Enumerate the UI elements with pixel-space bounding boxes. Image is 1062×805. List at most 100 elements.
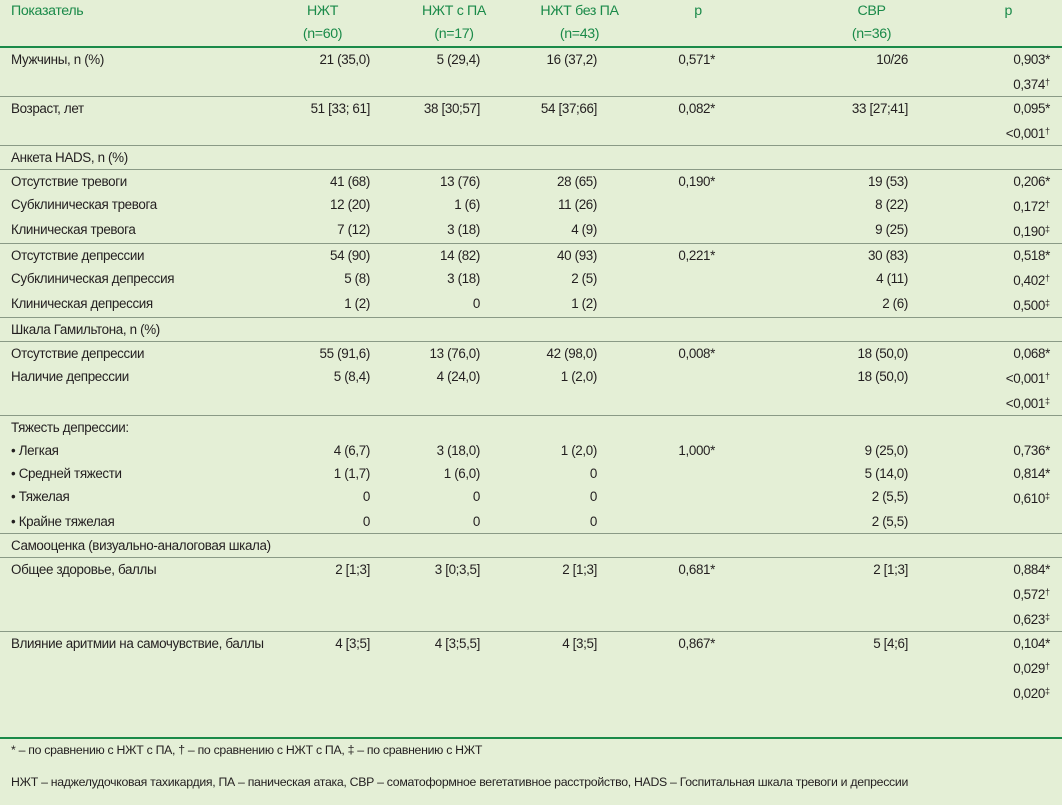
cell-nzht: 1 (1,7) <box>333 466 371 481</box>
table-row: Возраст, лет 51 [33; 61] 38 [30;57] 54 [37;… <box>0 97 1062 146</box>
cell-nzht-pa: 1 (6) <box>454 197 480 212</box>
cell-p2: <0,001† <0,001‡ <box>928 365 1062 416</box>
cell-nzht: 54 (90) <box>330 248 370 263</box>
cell-nzht-no-pa: 4 [3;5] <box>562 636 597 651</box>
cell-nzht-pa: 4 [3;5,5] <box>434 636 481 651</box>
cell-svr: 30 (83) <box>868 248 908 263</box>
results-table: Показатель НЖТ (n=60) НЖТ с ПА (n=17) НЖТ … <box>0 0 1062 706</box>
cell-p1: 0,190* <box>678 174 715 189</box>
table-row: Мужчины, n (%) 21 (35,0) 5 (29,4) 16 (37,2)… <box>0 47 1062 97</box>
cell-p2: 0,518* <box>928 244 1062 268</box>
cell-nzht: 2 [1;3] <box>335 562 370 577</box>
footnote-abbreviations: НЖТ – наджелудочковая тахикардия, ПА – п… <box>11 775 909 789</box>
cell-nzht-no-pa: 40 (93) <box>557 248 597 263</box>
cell-p1: 0,571* <box>678 52 715 67</box>
cell-p1 <box>631 416 757 440</box>
section-heading-row: Шкала Гамильтона, n (%) <box>0 318 1062 342</box>
cell-nzht-no-pa: 16 (37,2) <box>546 52 598 67</box>
cell-nzht-pa: 4 (24,0) <box>436 369 481 384</box>
row-label: Субклиническая тревога <box>11 197 157 212</box>
table-row: Наличие депрессии 5 (8,4) 4 (24,0) 1 (2,0) 1… <box>0 365 1062 416</box>
cell-p2: 0,610‡ <box>928 485 1062 510</box>
cell-nzht: 4 (6,7) <box>333 443 371 458</box>
p-value: 0,884* <box>1013 562 1050 577</box>
cell-nzht: 41 (68) <box>330 174 370 189</box>
cell-svr: 2 (5,5) <box>871 514 909 529</box>
table-header-row: Показатель НЖТ (n=60) НЖТ с ПА (n=17) НЖТ … <box>0 0 1062 47</box>
table-row: • Средней тяжести 1 (1,7) 1 (6,0) 0 5 (14,0)… <box>0 462 1062 485</box>
cell-svr: 33 [27;41] <box>851 101 908 116</box>
cell-nzht: 55 (91,6) <box>319 346 371 361</box>
cell-p2: 0,402† <box>928 267 1062 292</box>
cell-svr <box>757 416 928 440</box>
p-value: 0,068* <box>1013 346 1050 361</box>
cell-p2: 0,095* <0,001† <box>928 97 1062 146</box>
cell-nzht <box>232 416 378 440</box>
cell-svr: 18 (50,0) <box>857 369 909 384</box>
cell-nzht-no-pa: 1 (2,0) <box>560 443 598 458</box>
cell-nzht: 0 <box>362 489 370 504</box>
cell-svr: 5 (14,0) <box>864 466 909 481</box>
header-nzht-no-pa: НЖТ без ПА (n=43) <box>540 3 619 42</box>
row-label: Влияние аритмии на самочувствие, баллы <box>11 636 264 651</box>
p-value: 0,500‡ <box>1013 298 1050 313</box>
p-value: 0,903* <box>1013 52 1050 67</box>
header-p2: p <box>1004 3 1012 19</box>
row-label: Наличие депрессии <box>11 369 129 384</box>
footer-divider <box>0 737 1062 739</box>
cell-p1 <box>631 267 757 292</box>
p-value: <0,001† <box>1005 126 1050 141</box>
cell-svr: 2 [1;3] <box>873 562 908 577</box>
cell-p2: 0,104* 0,029† 0,020‡ <box>928 632 1062 706</box>
cell-nzht-pa: 3 (18) <box>447 271 480 286</box>
cell-nzht: 1 (2) <box>344 296 370 311</box>
cell-nzht: 12 (20) <box>330 197 370 212</box>
p-value: <0,001† <box>1005 371 1050 386</box>
p-value: 0,104* <box>1013 636 1050 651</box>
section-heading: Анкета HADS, n (%) <box>11 150 128 165</box>
table-row: Отсутствие депрессии 54 (90) 14 (82) 40 (93… <box>0 244 1062 268</box>
table-row: • Легкая 4 (6,7) 3 (18,0) 1 (2,0) 1,000* 9 (2… <box>0 439 1062 462</box>
cell-p1: 1,000* <box>678 443 715 458</box>
p-value: 0,095* <box>1013 101 1050 116</box>
footnote-comparisons: * – по сравнению с НЖТ с ПА, † – по срав… <box>11 743 483 757</box>
table-row: Клиническая депрессия 1 (2) 0 1 (2) 2 (6) 0,5… <box>0 292 1062 318</box>
table-row: Субклиническая депрессия 5 (8) 3 (18) 2 (5)… <box>0 267 1062 292</box>
cell-nzht-no-pa: 2 [1;3] <box>562 562 597 577</box>
cell-p2: 0,884* 0,572† 0,623‡ <box>928 558 1062 632</box>
cell-nzht-no-pa <box>500 416 631 440</box>
header-p1: p <box>694 3 702 19</box>
row-label: Клиническая депрессия <box>11 296 153 311</box>
cell-p2: 0,190‡ <box>928 218 1062 244</box>
cell-nzht-no-pa: 0 <box>589 514 597 529</box>
cell-svr: 19 (53) <box>868 174 908 189</box>
cell-nzht-no-pa: 0 <box>589 466 597 481</box>
p-value: 0,020‡ <box>1013 686 1050 701</box>
row-label: • Крайне тяжелая <box>11 514 115 529</box>
table-row: Тяжесть депрессии: <box>0 416 1062 440</box>
cell-svr: 2 (6) <box>882 296 908 311</box>
p-value: 0,402† <box>1013 273 1050 288</box>
cell-nzht-no-pa: 42 (98,0) <box>546 346 598 361</box>
cell-p2: 0,500‡ <box>928 292 1062 318</box>
row-label: • Средней тяжести <box>11 466 122 481</box>
p-value: 0,374† <box>1013 77 1050 92</box>
p-value: 0,623‡ <box>1013 612 1050 627</box>
cell-svr: 2 (5,5) <box>871 489 909 504</box>
cell-p2: 0,736* <box>928 439 1062 462</box>
table-row: Влияние аритмии на самочувствие, баллы 4 … <box>0 632 1062 706</box>
cell-p1 <box>631 292 757 318</box>
p-value: 0,029† <box>1013 661 1050 676</box>
row-label: Отсутствие депрессии <box>11 346 145 361</box>
cell-p1 <box>631 485 757 510</box>
cell-nzht-pa: 3 [0;3,5] <box>434 562 481 577</box>
cell-nzht-pa: 5 (29,4) <box>436 52 481 67</box>
table-row: Клиническая тревога 7 (12) 3 (18) 4 (9) 9 (2… <box>0 218 1062 244</box>
row-label: Тяжесть депрессии: <box>11 420 129 435</box>
cell-nzht-no-pa: 54 [37;66] <box>540 101 597 116</box>
cell-nzht-pa: 1 (6,0) <box>443 466 481 481</box>
cell-p1: 0,867* <box>678 636 715 651</box>
cell-p1: 0,221* <box>678 248 715 263</box>
cell-nzht-pa <box>378 416 500 440</box>
cell-p1 <box>631 510 757 534</box>
